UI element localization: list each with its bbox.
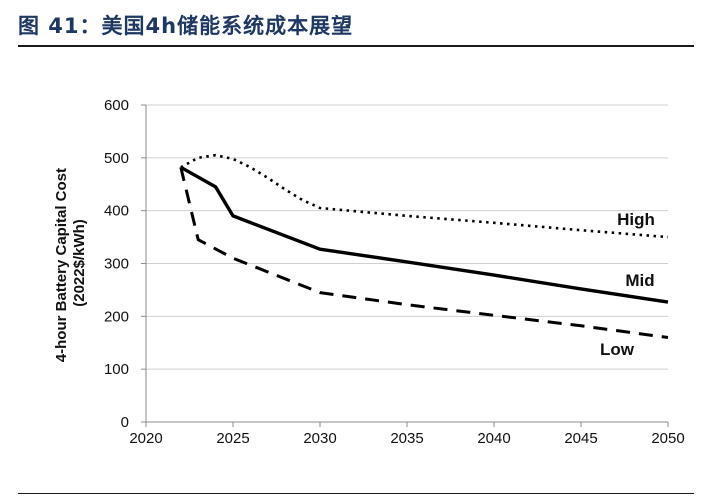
y-tick-label-400: 400 [104,203,129,220]
series-label-high: High [617,210,655,229]
header-rule [18,45,694,47]
x-tick-label-2020: 2020 [129,430,162,447]
series-line-high [180,153,669,239]
y-tick-label-200: 200 [104,308,129,325]
y-tick-label-600: 600 [104,97,129,114]
series-line-mid [179,165,669,304]
series-label-mid: Mid [625,271,654,290]
series-line-low [179,166,669,339]
x-tick-label-2050: 2050 [651,430,684,447]
y-axis-title-line2: (2022$/kWh) [71,219,88,307]
footer-rule [18,493,694,494]
y-tick-label-500: 500 [104,150,129,167]
y-axis-ticks: 0 100 200 300 400 500 600 [104,97,146,431]
figure-title: 图 41：美国4h储能系统成本展望 [18,14,354,38]
y-axis-title-line1: 4-hour Battery Capital Cost [53,168,70,362]
x-tick-label-2040: 2040 [477,430,510,447]
y-tick-label-100: 100 [104,361,129,378]
series-labels: High Mid Low [600,210,655,359]
x-tick-label-2045: 2045 [564,430,597,447]
series-lines [179,153,669,339]
x-axis-ticks: 2020 2025 2030 2035 2040 2045 2050 [129,422,685,447]
x-tick-label-2030: 2030 [303,430,336,447]
x-tick-label-2025: 2025 [216,430,249,447]
y-tick-label-0: 0 [121,414,129,431]
y-axis-title: 4-hour Battery Capital Cost (2022$/kWh) [53,164,88,362]
figure-header: 图 41：美国4h储能系统成本展望 [18,8,353,42]
series-label-low: Low [600,340,635,359]
x-tick-label-2035: 2035 [390,430,423,447]
y-tick-label-300: 300 [104,256,129,273]
gridlines [146,104,668,370]
